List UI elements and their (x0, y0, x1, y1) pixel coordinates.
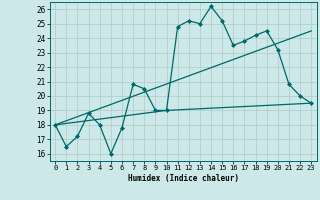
X-axis label: Humidex (Indice chaleur): Humidex (Indice chaleur) (128, 174, 239, 183)
